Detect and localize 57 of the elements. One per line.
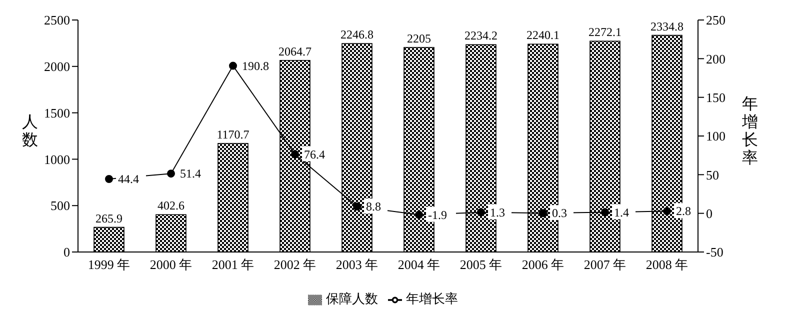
- data-label: 44.4: [118, 172, 139, 186]
- point: [601, 208, 609, 216]
- y2-tick-label: 150: [706, 90, 726, 105]
- y-tick-label: 2500: [44, 12, 70, 28]
- x-tick-label: 2000 年: [150, 257, 192, 272]
- y2-tick-label: 0: [706, 206, 712, 221]
- data-label: 76.4: [304, 147, 325, 162]
- x-tick-label: 2006 年: [522, 257, 564, 272]
- x-tick-label: 2003 年: [336, 257, 378, 272]
- y-tick-label: 2000: [44, 59, 70, 74]
- y2-axis-title: 年增长率: [741, 96, 758, 167]
- y-tick-label: 0: [64, 244, 70, 260]
- x-tick-label: 2004 年: [398, 257, 440, 272]
- y2-tick-label: 250: [706, 12, 726, 28]
- data-label: 402.6: [158, 198, 184, 213]
- point: [105, 174, 113, 183]
- y-tick-label: 1000: [44, 152, 70, 167]
- y-axis-title: 人数: [22, 114, 38, 149]
- x-tick-label: 1999 年: [88, 257, 130, 272]
- data-label: 1170.7: [216, 127, 250, 142]
- point: [477, 208, 485, 216]
- y-tick-label: 1500: [44, 105, 70, 120]
- y2-tick-label: -50: [706, 244, 724, 260]
- point: [229, 62, 237, 70]
- data-label: 2064.7: [278, 44, 312, 58]
- data-label: -1.9: [428, 208, 447, 222]
- data-label: 2.8: [676, 204, 691, 218]
- x-tick-label: 2002 年: [274, 257, 316, 272]
- data-label: 0.3: [552, 206, 567, 220]
- y2-tick-label: 200: [706, 51, 726, 66]
- data-label: 2234.2: [464, 28, 498, 43]
- data-label: 2272.1: [588, 25, 622, 40]
- data-label: 8.8: [366, 200, 381, 214]
- y-tick-label: 500: [50, 198, 70, 214]
- data-label: 2246.8: [340, 27, 374, 42]
- point: [539, 209, 547, 218]
- x-tick-label: 2005 年: [460, 257, 502, 272]
- data-label: 2334.8: [650, 19, 684, 34]
- point: [663, 207, 671, 216]
- point: [415, 210, 423, 219]
- data-label: 2205: [407, 31, 431, 46]
- point: [353, 202, 361, 211]
- point: [291, 150, 299, 158]
- data-label: 1.3: [490, 205, 505, 220]
- data-label: 265.9: [96, 211, 122, 226]
- data-label: 51.4: [180, 166, 201, 181]
- y2-tick-label: 100: [706, 128, 726, 144]
- x-tick-label: 2008 年: [646, 257, 688, 272]
- data-label: 190.8: [242, 58, 269, 73]
- x-tick-label: 2001 年: [212, 257, 254, 272]
- legend-label: 年增长率: [406, 291, 458, 306]
- y2-tick-label: 50: [706, 167, 719, 182]
- x-tick-label: 2007 年: [584, 257, 626, 272]
- data-label: 1.4: [614, 205, 629, 220]
- legend-label: 保障人数: [326, 291, 378, 306]
- data-label: 2240.1: [526, 28, 560, 42]
- point: [167, 170, 175, 178]
